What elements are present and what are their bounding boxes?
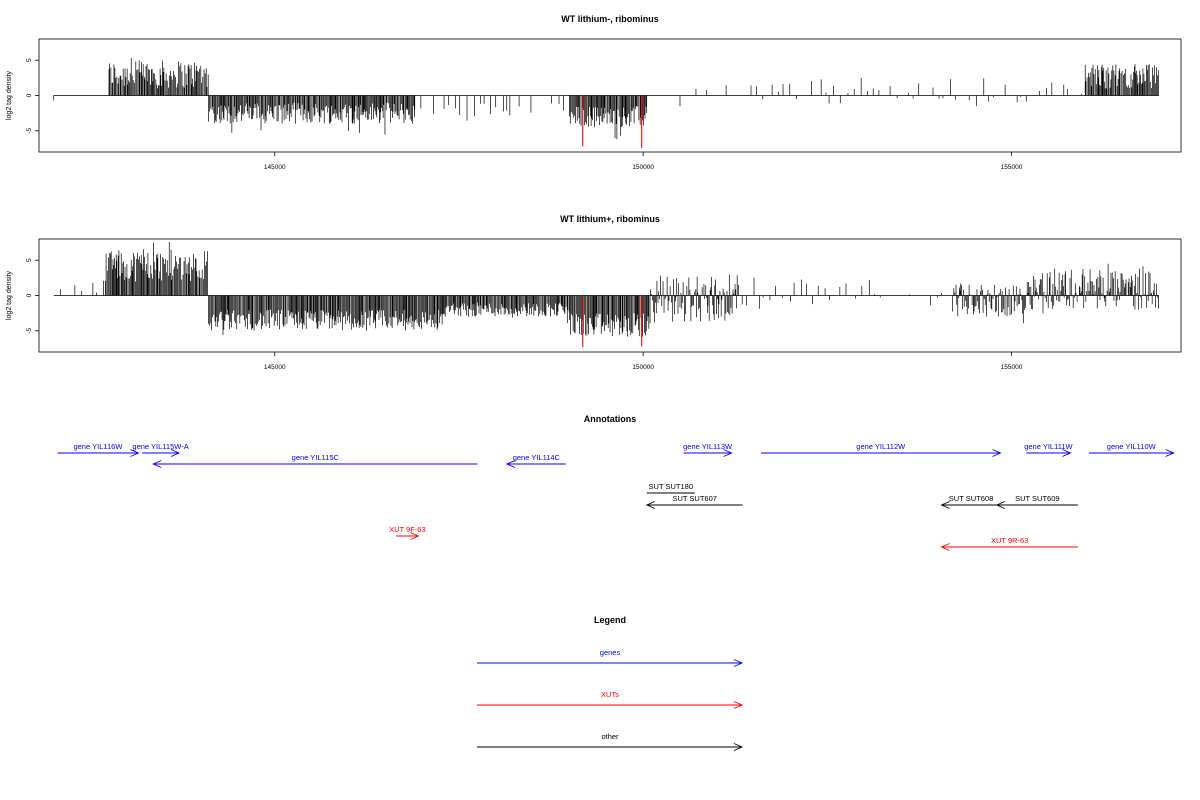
panel-title: WT lithium-, ribominus xyxy=(561,14,659,24)
y-axis-label: log2 tag density xyxy=(6,270,13,320)
legend-item-other: other xyxy=(477,732,744,751)
feature-label: gene YIL114C xyxy=(513,453,561,462)
legend-label: XUTs xyxy=(601,690,619,699)
coverage-bars xyxy=(53,242,1159,348)
y-tick-label: 0 xyxy=(26,93,33,97)
x-tick-label: 150000 xyxy=(632,364,654,371)
y-tick-label: 5 xyxy=(26,58,33,62)
annotation-features: gene YIL116W gene YIL115W-A gene YIL115C ge… xyxy=(57,442,1175,551)
y-tick-label: 0 xyxy=(26,293,33,297)
feature-label: SUT SUT180 xyxy=(649,482,693,491)
x-tick-label: 150000 xyxy=(632,164,654,171)
y-tick-label: 5 xyxy=(26,258,33,262)
feature-sut-sut608: SUT SUT608 xyxy=(940,494,1001,509)
feature-xut-9r-63: XUT 9R-63 xyxy=(940,536,1078,551)
x-axis: 145000 150000 155000 xyxy=(264,152,1023,171)
legend-label: genes xyxy=(600,648,621,657)
y-axis-label: log2 tag density xyxy=(6,70,13,120)
y-axis: -5 0 5 xyxy=(26,258,39,334)
feature-gene-yil114c: gene YIL114C xyxy=(505,453,566,468)
feature-label: SUT SUT607 xyxy=(672,494,716,503)
feature-label: XUT 9R-63 xyxy=(991,536,1028,545)
legend: Legend genes XUTs other xyxy=(477,615,744,751)
feature-gene-yil115c: gene YIL115C xyxy=(152,453,478,468)
feature-label: gene YIL115C xyxy=(292,453,340,462)
coverage-bars xyxy=(53,57,1159,148)
feature-label: XUT 9F-63 xyxy=(389,525,426,534)
annotations-panel: Annotations gene YIL116W gene YIL115W-Age… xyxy=(57,414,1175,551)
legend-item-genes: genes xyxy=(477,648,744,667)
x-tick-label: 145000 xyxy=(264,364,286,371)
feature-label: gene YIL116W xyxy=(73,442,123,451)
x-tick-label: 155000 xyxy=(1001,364,1023,371)
legend-title: Legend xyxy=(594,615,626,625)
feature-label: gene YIL110W xyxy=(1107,442,1157,451)
legend-item-xuts: XUTs xyxy=(477,690,744,709)
feature-sut-sut180: SUT SUT180 xyxy=(646,482,695,494)
y-tick-label: -5 xyxy=(26,328,33,334)
track-panel-lithium-minus: WT lithium-, ribominus 145000 150000 15500… xyxy=(6,14,1182,171)
feature-xut-9f-63: XUT 9F-63 xyxy=(389,525,426,540)
feature-label: SUT SUT608 xyxy=(949,494,993,503)
track-panel-lithium-plus: WT lithium+, ribominus 145000 150000 15500… xyxy=(6,214,1182,371)
x-tick-label: 155000 xyxy=(1001,164,1023,171)
feature-label: gene YIL111W xyxy=(1024,442,1073,451)
y-axis: -5 0 5 xyxy=(26,58,39,134)
x-axis: 145000 150000 155000 xyxy=(264,352,1023,371)
x-tick-label: 145000 xyxy=(264,164,286,171)
panel-title: WT lithium+, ribominus xyxy=(560,214,660,224)
feature-label: gene YIL113W xyxy=(683,442,733,451)
feature-gene-yil115w-a: gene YIL115W-A xyxy=(132,442,189,457)
feature-sut-sut607: SUT SUT607 xyxy=(645,494,743,509)
feature-gene-yil110w: gene YIL110W xyxy=(1088,442,1175,457)
feature-sut-sut609: SUT SUT609 xyxy=(995,494,1078,509)
annotations-title: Annotations xyxy=(584,414,637,424)
feature-gene-yil116w: gene YIL116W xyxy=(57,442,140,457)
feature-gene-yil113w: gene YIL113W xyxy=(683,442,733,457)
feature-label: gene YIL112W xyxy=(856,442,906,451)
feature-label: gene YIL115W-A xyxy=(132,442,188,451)
legend-label: other xyxy=(601,732,619,741)
feature-label: SUT SUT609 xyxy=(1015,494,1059,503)
legend-items: genes XUTs other xyxy=(477,648,744,751)
feature-gene-yil112w: gene YIL112W xyxy=(761,442,1002,457)
feature-gene-yil111w: gene YIL111W xyxy=(1024,442,1073,457)
y-tick-label: -5 xyxy=(26,128,33,134)
